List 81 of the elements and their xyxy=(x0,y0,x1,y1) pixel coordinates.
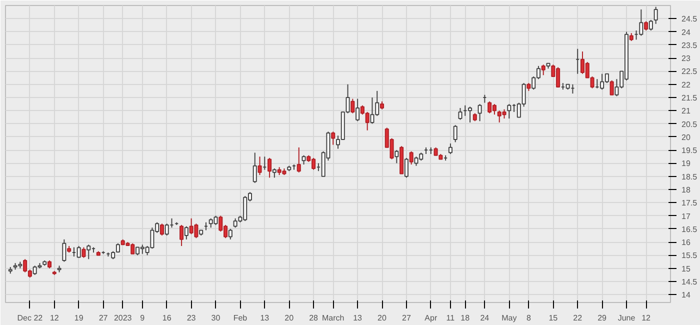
x-tick-label: May xyxy=(502,314,517,322)
candlestick xyxy=(252,152,257,184)
x-tick-label: 20 xyxy=(378,314,388,322)
y-tick-label: 23.5 xyxy=(682,40,698,50)
y-tick-label: 24.5 xyxy=(682,14,698,24)
y-tick-label: 16 xyxy=(682,238,691,248)
y-tick-label: 20.5 xyxy=(682,120,698,129)
candlestick xyxy=(296,146,301,173)
x-tick-label: 27 xyxy=(402,314,412,322)
candlestick xyxy=(180,224,184,246)
candlestick xyxy=(507,104,512,120)
y-tick-label: 19 xyxy=(682,159,691,168)
candlestick xyxy=(478,104,482,122)
x-tick-label: Feb xyxy=(233,314,248,322)
x-tick-label: 30 xyxy=(211,314,221,322)
x-tick-label: 27 xyxy=(98,314,108,322)
y-tick-label: 21.5 xyxy=(682,93,698,102)
y-tick-label: 17 xyxy=(682,212,691,221)
candlestick xyxy=(654,6,658,24)
candlestick xyxy=(350,98,355,114)
candlestick xyxy=(610,80,614,96)
x-tick-label: 19 xyxy=(74,314,84,322)
candlestick xyxy=(62,238,66,262)
x-tick-label: 8 xyxy=(526,314,532,322)
y-tick-label: 17.5 xyxy=(682,198,698,208)
candlestick xyxy=(644,20,648,31)
candlestick xyxy=(448,142,452,154)
x-tick-label: 20 xyxy=(284,314,294,322)
x-tick-label: 9 xyxy=(140,314,146,322)
x-tick-label: 2023 xyxy=(114,314,132,322)
y-tick-label: 24 xyxy=(682,28,691,37)
candlestick xyxy=(272,168,276,178)
x-tick-label: 28 xyxy=(309,314,319,322)
y-tick-label: 15 xyxy=(682,264,691,274)
y-tick-label: 15.5 xyxy=(682,251,698,260)
candlestick xyxy=(82,246,86,258)
candlestick xyxy=(302,154,306,166)
x-tick-label: 15 xyxy=(548,314,558,322)
candlestick xyxy=(258,156,262,176)
candlestick xyxy=(356,98,360,122)
candlestick xyxy=(268,157,272,178)
y-tick-label: 16.5 xyxy=(682,224,698,234)
candlestick xyxy=(453,124,458,143)
y-tick-label: 20 xyxy=(682,132,691,142)
x-tick-label: March xyxy=(322,314,344,322)
y-tick-label: 14.5 xyxy=(682,277,698,286)
x-tick-label: Apr xyxy=(424,314,438,322)
x-tick-label: 16 xyxy=(162,314,172,322)
candlestick xyxy=(86,244,91,260)
y-tick-label: 18 xyxy=(682,185,691,194)
x-tick-label: 13 xyxy=(353,314,363,322)
candlestick xyxy=(458,108,462,120)
x-tick-label: Dec 22 xyxy=(17,314,44,322)
candlestick xyxy=(639,8,644,36)
y-tick-label: 23 xyxy=(682,54,691,64)
x-tick-label: 12 xyxy=(50,314,60,322)
y-tick-label: 19.5 xyxy=(682,146,698,156)
x-tick-label: 24 xyxy=(480,314,490,322)
candlestick xyxy=(228,228,232,240)
x-tick-label: 18 xyxy=(460,314,470,322)
y-tick-label: 21 xyxy=(682,106,691,116)
y-tick-label: 22 xyxy=(682,80,691,90)
candlestick xyxy=(394,150,399,164)
y-tick-label: 14 xyxy=(682,290,691,300)
y-tick-label: 18.5 xyxy=(682,172,698,182)
candlestick xyxy=(160,223,164,236)
candlestick xyxy=(409,150,414,166)
candlestick xyxy=(184,226,188,240)
x-tick-label: 12 xyxy=(642,314,652,322)
candlestick xyxy=(404,157,408,178)
candlestick xyxy=(541,64,546,76)
x-tick-label: 13 xyxy=(260,314,270,322)
x-tick-label: 11 xyxy=(446,314,456,322)
x-tick-label: 29 xyxy=(598,314,608,322)
x-tick-label: 22 xyxy=(573,314,583,322)
y-tick-label: 22.5 xyxy=(682,67,698,76)
candlestick xyxy=(648,19,653,31)
x-tick-label: 23 xyxy=(186,314,196,322)
candlestick xyxy=(331,131,336,146)
candlestick xyxy=(76,245,81,258)
x-tick-label: June xyxy=(618,314,636,322)
